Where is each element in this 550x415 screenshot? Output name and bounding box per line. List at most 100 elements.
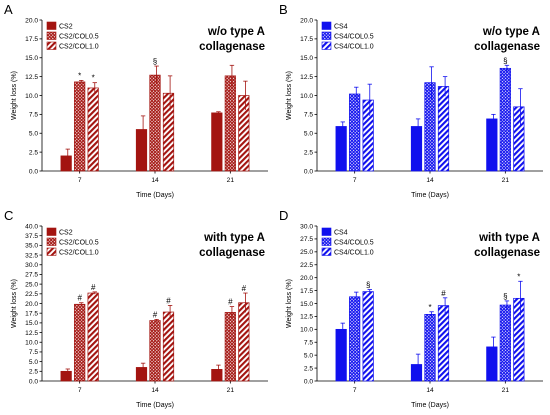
panel-title: collagenase	[199, 41, 265, 53]
x-axis-title: Time (Days)	[411, 192, 449, 199]
y-tick-label: 32.5	[25, 252, 38, 259]
y-tick-label: 12.5	[25, 74, 38, 81]
legend: CS2 CS2/COL0.5 CS2/COL1.0	[46, 227, 99, 257]
legend-label: CS2	[59, 24, 73, 31]
bar-cs4-day-7	[335, 126, 347, 172]
legend-swatch	[321, 31, 332, 40]
bar-cs2-col0-5-day-7	[74, 303, 86, 382]
legend-swatch	[321, 41, 332, 50]
bar-cs4-day-7	[335, 328, 347, 382]
x-tick-label: 21	[502, 177, 510, 184]
bar-cs4-col1-0-day-21	[513, 106, 525, 172]
y-tick-label: 2.5	[29, 369, 38, 376]
bar-cs2-day-7	[60, 155, 72, 172]
significance-mark: #	[242, 284, 247, 293]
legend-swatch	[46, 41, 57, 50]
y-tick-label: 5.0	[29, 359, 38, 366]
bar-cs4-col0-5-day-21	[499, 67, 511, 172]
bar-cs2-col1-0-day-14	[162, 311, 175, 382]
x-tick-label: 7	[78, 177, 82, 184]
x-tick-label: 21	[227, 177, 235, 184]
panel-label: C	[4, 208, 13, 223]
panel-title: collagenase	[474, 247, 540, 259]
y-tick-label: 2.5	[29, 149, 38, 156]
x-tick-label: 14	[151, 387, 159, 394]
bar-cs4-col1-0-day-14	[437, 305, 450, 382]
panel-a: A 0.0 2.5 5.0 7.5 10.0 12.5 15.0 17.5 20.0 Weight …	[4, 2, 268, 199]
x-axis-title: Time (Days)	[411, 402, 449, 409]
bar-cs2-col0-5-day-21	[224, 75, 236, 172]
x-tick-label: 14	[151, 177, 159, 184]
y-tick-label: 15.0	[300, 55, 313, 62]
bar-cs4-col0-5-day-7	[349, 296, 361, 382]
y-tick-label: 10.0	[300, 327, 313, 334]
x-tick-label: 7	[353, 177, 357, 184]
bar-cs4-col1-0-day-21	[513, 297, 525, 382]
significance-mark: §	[366, 281, 370, 290]
bar-cs2-col1-0-day-21	[238, 95, 250, 172]
panel-label: A	[4, 2, 13, 17]
y-tick-label: 5.0	[29, 131, 38, 138]
legend-swatch	[46, 237, 57, 246]
bar-cs4-day-21	[486, 346, 498, 382]
y-axis-title: Weight loss (%)	[286, 71, 293, 120]
panel-title: collagenase	[474, 41, 540, 53]
legend: CS2 CS2/COL0.5 CS2/COL1.0	[46, 21, 99, 51]
y-tick-label: 37.5	[25, 233, 38, 240]
bar-cs4-day-14	[410, 364, 423, 382]
bar-cs2-col1-0-day-7	[87, 87, 99, 172]
x-axis-title: Time (Days)	[136, 192, 174, 199]
legend-label: CS2/COL0.5	[59, 240, 99, 247]
bar-cs2-col0-5-day-21	[224, 312, 236, 382]
panel-title: w/o type A	[482, 26, 540, 38]
bar-cs2-col1-0-day-21	[238, 302, 250, 382]
bar-cs2-day-7	[60, 370, 72, 382]
bar-cs2-col1-0-day-14	[162, 92, 175, 172]
y-tick-label: 7.5	[29, 349, 38, 356]
y-tick-label: 15.0	[25, 55, 38, 62]
bar-cs2-day-14	[135, 367, 148, 382]
y-tick-label: 25.0	[300, 249, 313, 256]
y-tick-label: 30.0	[25, 262, 38, 269]
y-tick-label: 17.5	[300, 36, 313, 43]
y-tick-label: 17.5	[25, 310, 38, 317]
y-tick-label: 15.0	[300, 301, 313, 308]
significance-mark: *	[517, 272, 520, 281]
x-tick-label: 21	[502, 387, 510, 394]
bar-cs2-day-21	[211, 112, 223, 172]
x-axis-title: Time (Days)	[136, 402, 174, 409]
legend-label: CS4	[334, 230, 348, 237]
y-tick-label: 0.0	[304, 168, 313, 175]
x-tick-label: 7	[353, 387, 357, 394]
y-tick-label: 12.5	[300, 74, 313, 81]
y-tick-label: 7.5	[304, 340, 313, 347]
legend-swatch	[321, 227, 332, 236]
significance-mark: #	[77, 294, 82, 303]
panel-b: B 0.0 2.5 5.0 7.5 10.0 12.5 15.0 17.5 20.0 Weight …	[279, 2, 543, 199]
y-tick-label: 17.5	[300, 288, 313, 295]
bar-cs4-col0-5-day-14	[424, 82, 436, 172]
bar-cs4-col1-0-day-7	[362, 291, 374, 382]
y-axis-title: Weight loss (%)	[11, 279, 18, 328]
y-tick-label: 12.5	[25, 330, 38, 337]
legend-swatch	[46, 227, 57, 236]
legend-label: CS4/COL1.0	[334, 44, 374, 51]
y-tick-label: 22.5	[300, 262, 313, 269]
significance-mark: #	[153, 310, 158, 319]
y-tick-label: 10.0	[25, 93, 38, 100]
legend-swatch	[321, 237, 332, 246]
legend-swatch	[46, 247, 57, 256]
y-tick-label: 20.0	[300, 17, 313, 24]
y-tick-label: 40.0	[25, 223, 38, 230]
significance-mark: *	[428, 303, 431, 312]
x-tick-label: 7	[78, 387, 82, 394]
y-tick-label: 2.5	[304, 365, 313, 372]
panel-d: D 0.0 2.5 5.0 7.5 10.0 12.5 15.0 17.5 20.0 22.5 25.…	[279, 208, 543, 409]
legend-swatch	[321, 21, 332, 30]
y-tick-label: 25.0	[25, 281, 38, 288]
x-tick-label: 14	[426, 177, 434, 184]
panel-label: B	[279, 2, 288, 17]
y-tick-label: 0.0	[304, 378, 313, 385]
y-tick-label: 5.0	[304, 131, 313, 138]
